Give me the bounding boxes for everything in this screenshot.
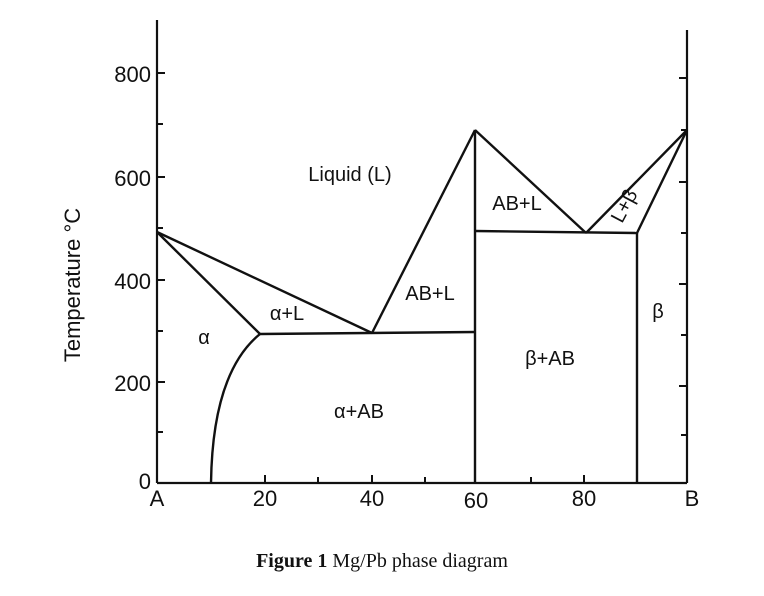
region-beta-plus-ab: β+AB xyxy=(525,348,575,370)
x-tick-label: 20 xyxy=(253,486,277,511)
region-beta: β xyxy=(652,301,664,323)
liquidus-eutectic2-to-b xyxy=(585,129,688,234)
left-axis-ticks xyxy=(157,72,165,433)
x-tick-label: B xyxy=(685,486,700,511)
region-alpha-plus-liquid: α+L xyxy=(270,303,304,325)
phase-boundaries xyxy=(156,129,689,484)
figure-caption: Figure 1 Mg/Pb phase diagram xyxy=(0,550,764,573)
region-ab-plus-liquid-left: AB+L xyxy=(405,283,454,305)
beta-solidus xyxy=(635,129,689,234)
caption-text: Mg/Pb phase diagram xyxy=(327,550,508,572)
x-tick-labels: A 20 40 60 80 B xyxy=(150,486,700,513)
y-tick-label: 200 xyxy=(114,371,151,396)
bottom-axis-ticks xyxy=(210,475,638,483)
eutectic-line-right xyxy=(474,229,638,235)
region-labels: Liquid (L) α α+L AB+L AB+L L+β β β+AB α+… xyxy=(198,164,664,423)
region-ab-plus-liquid-right: AB+L xyxy=(492,193,541,215)
region-alpha-plus-ab: α+AB xyxy=(334,401,384,423)
y-tick-label: 400 xyxy=(114,269,151,294)
eutectic-line-left xyxy=(259,330,477,336)
y-axis-title: Temperature °C xyxy=(60,208,85,362)
x-tick-label: A xyxy=(150,486,165,511)
alpha-solvus xyxy=(209,333,261,484)
liquidus-eutectic-to-ab xyxy=(370,129,477,334)
y-tick-labels: 800 600 400 200 0 xyxy=(114,62,151,494)
y-tick-label: 0 xyxy=(139,469,151,494)
x-tick-label: 60 xyxy=(464,488,488,513)
y-tick-label: 800 xyxy=(114,62,151,87)
liquidus-ab-to-eutectic2 xyxy=(474,129,587,234)
liquidus-a-to-eutectic xyxy=(156,230,373,335)
x-tick-label: 40 xyxy=(360,486,384,511)
x-tick-label: 80 xyxy=(572,486,596,511)
solidus-a-to-alpha xyxy=(156,231,261,335)
caption-figure-number: Figure 1 xyxy=(256,550,328,572)
axes xyxy=(155,20,689,485)
region-liquid: Liquid (L) xyxy=(308,164,391,186)
region-alpha: α xyxy=(198,327,210,349)
phase-diagram: 800 600 400 200 0 A 20 40 60 80 B Temper… xyxy=(60,20,700,513)
region-liquid-plus-beta: L+β xyxy=(607,186,643,227)
y-tick-label: 600 xyxy=(114,166,151,191)
